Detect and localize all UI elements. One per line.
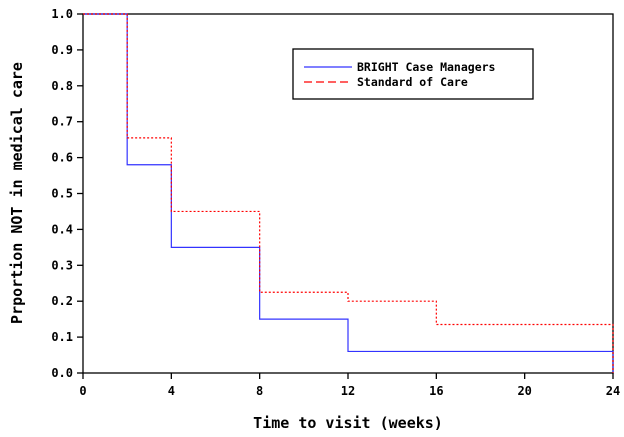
legend-label-bright: BRIGHT Case Managers	[357, 60, 495, 74]
legend: BRIGHT Case Managers Standard of Care	[292, 48, 534, 100]
y-tick-label: 0.3	[51, 258, 73, 272]
x-tick-label: 8	[256, 384, 263, 398]
y-tick-label: 0.9	[51, 43, 73, 57]
y-tick-label: 1.0	[51, 7, 73, 21]
legend-label-standard: Standard of Care	[357, 75, 468, 89]
x-tick-label: 12	[341, 384, 355, 398]
y-axis-title: Prportion NOT in medical care	[8, 62, 26, 324]
y-tick-label: 0.1	[51, 330, 73, 344]
x-tick-label: 0	[79, 384, 86, 398]
y-tick-label: 0.7	[51, 115, 73, 129]
y-tick-label: 0.8	[51, 79, 73, 93]
series-line-1	[83, 13, 614, 373]
y-tick-label: 0.6	[51, 151, 73, 165]
x-tick-label: 24	[606, 384, 620, 398]
x-axis: 0 4 8 12 16 20 24	[79, 373, 620, 398]
legend-box	[292, 48, 534, 100]
y-tick-label: 0.4	[51, 222, 73, 236]
x-tick-label: 16	[429, 384, 443, 398]
x-axis-title: Time to visit (weeks)	[253, 414, 443, 432]
y-axis: 0.0 0.1 0.2 0.3 0.4 0.5 0.6 0.7 0.8 0.9 1.0	[51, 7, 83, 380]
x-tick-label: 20	[517, 384, 531, 398]
y-tick-label: 0.2	[51, 294, 73, 308]
y-tick-label: 0.5	[51, 187, 73, 201]
series-layer	[83, 13, 614, 373]
x-tick-label: 4	[168, 384, 175, 398]
y-tick-label: 0.0	[51, 366, 73, 380]
